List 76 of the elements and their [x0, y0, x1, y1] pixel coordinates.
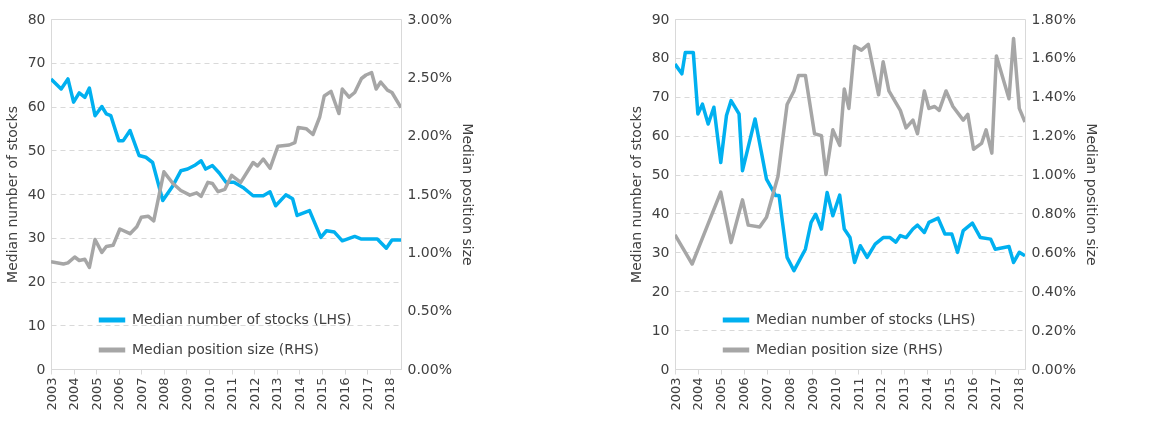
y-tick-label: 60	[651, 127, 670, 144]
y-tick-label: 70	[27, 54, 46, 71]
y2-tick-label: 1.60%	[1031, 49, 1076, 66]
y-axis-title: Median number of stocks	[627, 106, 644, 283]
y2-tick-label: 0.80%	[1031, 204, 1076, 221]
x-tick-label: 2016	[337, 377, 353, 411]
x-tick-label: 2011	[224, 377, 240, 411]
y-tick-label: 10	[27, 316, 46, 333]
y-tick-label: 80	[27, 10, 46, 27]
y-tick-label: 20	[27, 273, 46, 289]
x-tick-label: 2013	[269, 377, 285, 411]
x-tick-label: 2007	[133, 377, 149, 411]
y-tick-label: 50	[27, 141, 46, 158]
x-tick-label: 2015	[314, 377, 330, 411]
x-tick-label: 2005	[88, 377, 104, 411]
y-tick-label: 10	[651, 321, 670, 338]
x-tick-label: 2004	[66, 377, 82, 411]
y2-tick-label: 2.00%	[407, 127, 452, 144]
y-tick-label: 0	[36, 360, 46, 377]
y-tick-label: 80	[651, 49, 670, 66]
y2-axis-title: Median position size	[459, 123, 476, 266]
x-tick-label: 2006	[736, 377, 752, 411]
legend-label: Median number of stocks (LHS)	[132, 311, 352, 327]
x-tick-label: 2017	[359, 377, 375, 411]
y2-tick-label: 2.50%	[407, 68, 452, 85]
x-tick-label: 2007	[759, 377, 774, 411]
y2-tick-label: 1.80%	[1031, 10, 1076, 27]
y2-tick-label: 0.50%	[407, 302, 452, 319]
y-tick-label: 90	[651, 10, 670, 27]
y-tick-label: 0	[660, 360, 670, 377]
x-tick-label: 2012	[873, 377, 889, 411]
x-tick-label: 2005	[713, 377, 729, 411]
y-tick-label: 30	[651, 243, 670, 260]
y-axis-title: Median number of stocks	[3, 106, 20, 283]
y2-tick-label: 1.40%	[1031, 88, 1076, 105]
y2-tick-label: 1.00%	[407, 243, 452, 260]
y2-tick-label: 3.00%	[407, 10, 452, 27]
x-tick-label: 2004	[690, 377, 706, 411]
x-tick-label: 2018	[1010, 377, 1026, 411]
y2-tick-label: 1.50%	[407, 185, 452, 202]
y-tick-label: 60	[27, 98, 46, 114]
x-tick-label: 2010	[827, 377, 843, 411]
y2-tick-label: 1.20%	[1031, 127, 1076, 144]
y-tick-label: 20	[651, 282, 670, 299]
x-tick-label: 2009	[804, 377, 820, 411]
y-tick-label: 40	[651, 204, 670, 221]
x-tick-label: 2003	[667, 377, 683, 411]
y2-tick-label: 0.20%	[1031, 321, 1076, 338]
y2-tick-label: 0.40%	[1031, 282, 1076, 299]
x-tick-label: 2009	[178, 377, 194, 411]
x-tick-label: 2003	[43, 377, 59, 411]
x-tick-label: 2018	[382, 377, 398, 411]
x-tick-label: 2008	[781, 377, 797, 411]
y-tick-label: 30	[27, 229, 46, 246]
y2-axis-title: Median position size	[1083, 123, 1100, 266]
x-tick-label: 2017	[987, 377, 1003, 411]
x-tick-label: 2008	[156, 377, 172, 411]
y2-tick-label: 0.00%	[407, 360, 452, 377]
x-tick-label: 2015	[942, 377, 958, 411]
x-tick-label: 2011	[850, 377, 866, 411]
x-tick-label: 2013	[896, 377, 912, 411]
y-tick-label: 40	[27, 185, 46, 202]
x-tick-label: 2010	[201, 377, 217, 411]
y-tick-label: 50	[651, 166, 670, 183]
legend-label: Median number of stocks (LHS)	[756, 311, 976, 327]
legend-label: Median position size (RHS)	[132, 341, 319, 357]
y2-tick-label: 0.60%	[1031, 243, 1076, 260]
x-tick-label: 2012	[246, 377, 262, 411]
y-tick-label: 70	[651, 88, 670, 105]
y2-tick-label: 1.00%	[1031, 166, 1076, 183]
x-tick-label: 2006	[111, 377, 127, 411]
x-tick-label: 2016	[964, 377, 980, 411]
x-tick-label: 2014	[291, 377, 307, 411]
legend-label: Median position size (RHS)	[756, 341, 943, 357]
x-tick-label: 2014	[919, 377, 935, 411]
y2-tick-label: 0.00%	[1031, 360, 1076, 377]
